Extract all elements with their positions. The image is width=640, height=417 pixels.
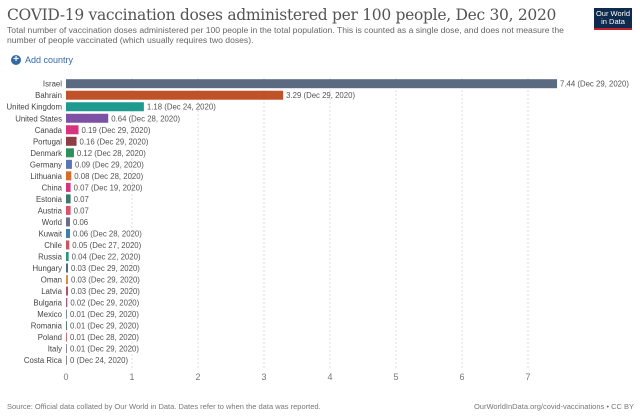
bar-israel	[66, 79, 558, 89]
value-label: 0.01 (Dec 29, 2020)	[70, 322, 139, 331]
bar-latvia	[66, 286, 68, 296]
country-label: Estonia	[36, 195, 63, 204]
value-label: 0.16 (Dec 29, 2020)	[80, 137, 149, 146]
country-label: Kuwait	[39, 229, 63, 238]
bar-italy	[66, 344, 67, 354]
country-label: Costa Rica	[24, 356, 63, 365]
x-tick-label: 0	[63, 372, 68, 382]
country-label: United States	[15, 114, 62, 123]
x-tick-label: 5	[393, 372, 398, 382]
value-label: 0.02 (Dec 29, 2020)	[70, 299, 139, 308]
x-tick-label: 3	[261, 372, 266, 382]
value-label: 0.07	[74, 195, 89, 204]
country-label: China	[42, 183, 63, 192]
bar-denmark	[66, 148, 74, 158]
bar-bahrain	[66, 90, 284, 100]
country-label: Romania	[31, 322, 63, 331]
bar-kuwait	[66, 228, 70, 238]
bar-united-kingdom	[66, 102, 144, 112]
x-tick-label: 4	[327, 372, 332, 382]
country-label: Mexico	[37, 310, 62, 319]
bar-lithuania	[66, 171, 72, 181]
bar-china	[66, 182, 71, 192]
country-label: Portugal	[33, 137, 62, 146]
country-label: United Kingdom	[7, 103, 62, 112]
add-country-label: Add country	[25, 55, 74, 65]
value-label: 0.05 (Dec 27, 2020)	[72, 241, 141, 250]
bar-estonia	[66, 194, 71, 204]
value-label: 0.08 (Dec 28, 2020)	[74, 172, 143, 181]
bar-hungary	[66, 263, 68, 273]
value-label: 0.64 (Dec 28, 2020)	[111, 114, 180, 123]
x-tick-label: 1	[129, 372, 134, 382]
value-label: 0.03 (Dec 29, 2020)	[71, 287, 140, 296]
country-label: Italy	[48, 345, 62, 354]
country-label: Israel	[43, 80, 62, 89]
x-tick-label: 2	[195, 372, 200, 382]
chart-subtitle: Total number of vaccination doses admini…	[7, 25, 564, 45]
x-tick-label: 6	[459, 372, 464, 382]
value-label: 0.19 (Dec 29, 2020)	[82, 126, 151, 135]
bar-mexico	[66, 309, 67, 319]
plus-circle-icon: +	[11, 55, 21, 65]
bar-chile	[66, 240, 70, 250]
country-label: Denmark	[30, 149, 62, 158]
x-tick-label: 7	[525, 372, 530, 382]
country-label: Austria	[38, 206, 63, 215]
value-label: 0.12 (Dec 28, 2020)	[77, 149, 146, 158]
value-label: 0 (Dec 24, 2020)	[70, 356, 128, 365]
bar-germany	[66, 159, 72, 169]
country-label: Bahrain	[35, 91, 62, 100]
source-note: Source: Official data collated by Our Wo…	[7, 402, 321, 411]
value-label: 0.03 (Dec 29, 2020)	[71, 264, 140, 273]
bar-costa-rica	[66, 355, 67, 365]
country-label: Oman	[41, 276, 62, 285]
add-country-button[interactable]: + Add country	[11, 55, 73, 65]
country-label: Lithuania	[30, 172, 62, 181]
bar-poland	[66, 332, 67, 342]
country-label: Germany	[30, 160, 62, 169]
bar-oman	[66, 275, 68, 285]
country-label: Bulgaria	[33, 299, 62, 308]
value-label: 0.07 (Dec 19, 2020)	[74, 183, 143, 192]
value-label: 0.03 (Dec 29, 2020)	[71, 276, 140, 285]
country-label: Poland	[38, 333, 62, 342]
country-label: Latvia	[41, 287, 62, 296]
bar-russia	[66, 252, 69, 261]
value-label: 0.04 (Dec 22, 2020)	[72, 253, 141, 262]
bar-world	[66, 217, 70, 227]
bar-austria	[66, 205, 71, 215]
bar-romania	[66, 321, 67, 331]
source-link[interactable]: OurWorldInData.org/covid-vaccinations • …	[473, 402, 634, 411]
value-label: 0.01 (Dec 28, 2020)	[70, 333, 139, 342]
value-label: 0.06 (Dec 28, 2020)	[73, 229, 142, 238]
value-label: 0.01 (Dec 29, 2020)	[70, 345, 139, 354]
chart-title: COVID-19 vaccination doses administered …	[7, 6, 557, 24]
value-label: 3.29 (Dec 29, 2020)	[286, 91, 355, 100]
value-label: 0.06	[73, 218, 88, 227]
bar-united-states	[66, 113, 109, 123]
bar-bulgaria	[66, 298, 68, 308]
value-label: 0.07	[74, 206, 89, 215]
value-label: 0.01 (Dec 29, 2020)	[70, 310, 139, 319]
country-label: Russia	[38, 253, 62, 262]
bar-canada	[66, 125, 79, 135]
bar-portugal	[66, 136, 77, 146]
country-label: Hungary	[33, 264, 63, 273]
owid-logo[interactable]: Our World in Data	[594, 8, 632, 30]
country-label: World	[42, 218, 62, 227]
country-label: Chile	[44, 241, 62, 250]
country-label: Canada	[35, 126, 63, 135]
value-label: 1.18 (Dec 24, 2020)	[147, 103, 216, 112]
value-label: 0.09 (Dec 29, 2020)	[75, 160, 144, 169]
value-label: 7.44 (Dec 29, 2020)	[560, 80, 629, 89]
